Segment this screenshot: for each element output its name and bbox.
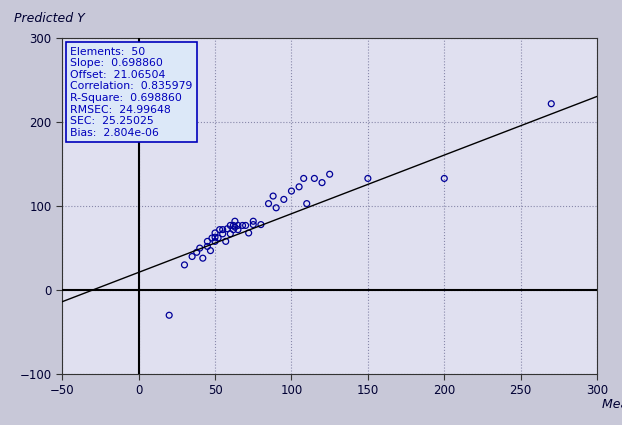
Point — [205, 247, 215, 254]
Point — [164, 312, 174, 319]
Point — [228, 222, 238, 229]
Point — [248, 221, 258, 228]
Point — [213, 235, 223, 241]
Text: Measured Y: Measured Y — [603, 397, 622, 411]
Point — [202, 243, 212, 250]
Point — [244, 230, 254, 236]
Point — [225, 222, 235, 229]
Point — [238, 222, 248, 229]
Point — [546, 100, 556, 107]
Point — [222, 225, 232, 232]
Point — [202, 238, 212, 245]
Point — [228, 226, 238, 233]
Text: Predicted Y: Predicted Y — [14, 12, 85, 25]
Point — [195, 245, 205, 252]
Point — [210, 234, 220, 241]
Point — [221, 238, 231, 245]
Point — [325, 171, 335, 178]
Point — [233, 226, 243, 233]
Point — [192, 249, 202, 256]
Point — [233, 222, 243, 229]
Point — [241, 222, 251, 229]
Point — [302, 200, 312, 207]
Point — [198, 255, 208, 261]
Point — [230, 224, 240, 230]
Point — [264, 200, 274, 207]
Point — [207, 235, 217, 241]
Point — [309, 175, 319, 182]
Point — [218, 230, 228, 237]
Point — [439, 175, 449, 182]
Point — [210, 238, 220, 245]
Point — [225, 230, 235, 237]
Point — [230, 218, 240, 225]
Point — [363, 175, 373, 182]
Point — [287, 187, 297, 194]
Point — [279, 196, 289, 203]
Point — [187, 253, 197, 260]
Point — [215, 226, 225, 233]
Point — [271, 204, 281, 211]
Point — [299, 175, 309, 182]
Point — [218, 226, 228, 233]
Point — [210, 230, 220, 236]
Point — [180, 261, 190, 268]
Point — [248, 218, 258, 225]
Point — [294, 184, 304, 190]
Point — [317, 179, 327, 186]
Text: Elements:  50
Slope:  0.698860
Offset:  21.06504
Correlation:  0.835979
R-Square: Elements: 50 Slope: 0.698860 Offset: 21.… — [70, 47, 193, 138]
Point — [256, 221, 266, 228]
Point — [268, 193, 278, 199]
